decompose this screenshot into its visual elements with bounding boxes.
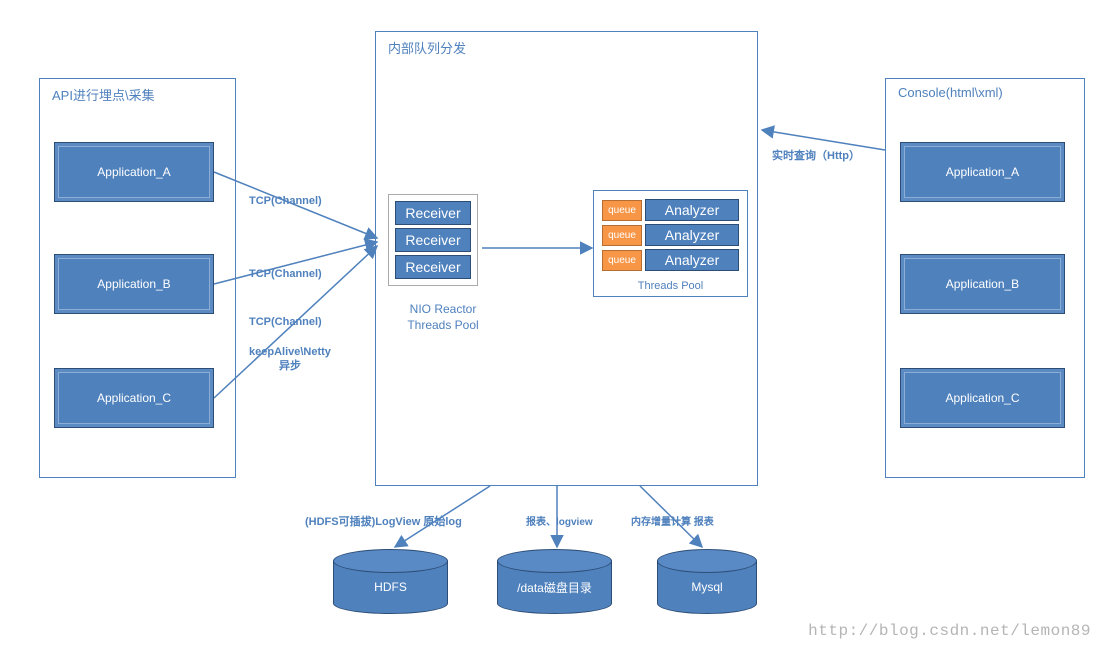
cylinder-data: /data磁盘目录 bbox=[497, 549, 612, 614]
receiver-2: Receiver bbox=[395, 255, 471, 279]
queue-cell: queue bbox=[602, 225, 642, 246]
cylinder-mysql: Mysql bbox=[657, 549, 757, 614]
receiver-block: Receiver Receiver Receiver bbox=[388, 194, 478, 286]
threads-pool-title: Threads Pool bbox=[594, 280, 747, 292]
edge-http: 实时查询（Http） bbox=[772, 147, 860, 163]
queue-container-title: 内部队列分发 bbox=[388, 38, 466, 57]
app-b-box: Application_B bbox=[54, 254, 214, 314]
edge-tcp2: TCP(Channel) bbox=[249, 268, 322, 280]
watermark: http://blog.csdn.net/lemon89 bbox=[808, 622, 1091, 640]
cylinder-hdfs: HDFS bbox=[333, 549, 448, 614]
analyzer-cell: Analyzer bbox=[645, 249, 739, 271]
analyzer-row-0: queue Analyzer bbox=[602, 199, 739, 221]
app-c-box: Application_C bbox=[54, 368, 214, 428]
analyzer-row-1: queue Analyzer bbox=[602, 224, 739, 246]
analyzer-cell: Analyzer bbox=[645, 224, 739, 246]
app-a-label: Application_A bbox=[97, 165, 170, 179]
console-app-b: Application_B bbox=[900, 254, 1065, 314]
edge-tcp3: TCP(Channel) bbox=[249, 316, 322, 328]
analyzer-cell: Analyzer bbox=[645, 199, 739, 221]
queue-cell: queue bbox=[602, 250, 642, 271]
edge-hdfs-label: (HDFS可插拔)LogView 原始log bbox=[305, 513, 462, 529]
edge-tcp1: TCP(Channel) bbox=[249, 195, 322, 207]
receiver-1: Receiver bbox=[395, 228, 471, 252]
app-c-label: Application_C bbox=[97, 391, 171, 405]
edge-mysql-label: 内存增量计算 报表 bbox=[631, 513, 714, 528]
console-app-c: Application_C bbox=[900, 368, 1065, 428]
app-b-label: Application_B bbox=[97, 277, 170, 291]
api-container-title: API进行埋点\采集 bbox=[52, 85, 155, 104]
receiver-label: NIO Reactor Threads Pool bbox=[388, 302, 498, 333]
console-app-a: Application_A bbox=[900, 142, 1065, 202]
analyzer-row-2: queue Analyzer bbox=[602, 249, 739, 271]
queue-cell: queue bbox=[602, 200, 642, 221]
edge-keepalive: keepAlive\Netty 异步 bbox=[249, 345, 331, 374]
console-container-title: Console(html\xml) bbox=[898, 85, 1003, 100]
app-a-box: Application_A bbox=[54, 142, 214, 202]
threads-pool: queue Analyzer queue Analyzer queue Anal… bbox=[593, 190, 748, 297]
edge-logview-label: 报表、logview bbox=[526, 513, 593, 528]
receiver-0: Receiver bbox=[395, 201, 471, 225]
